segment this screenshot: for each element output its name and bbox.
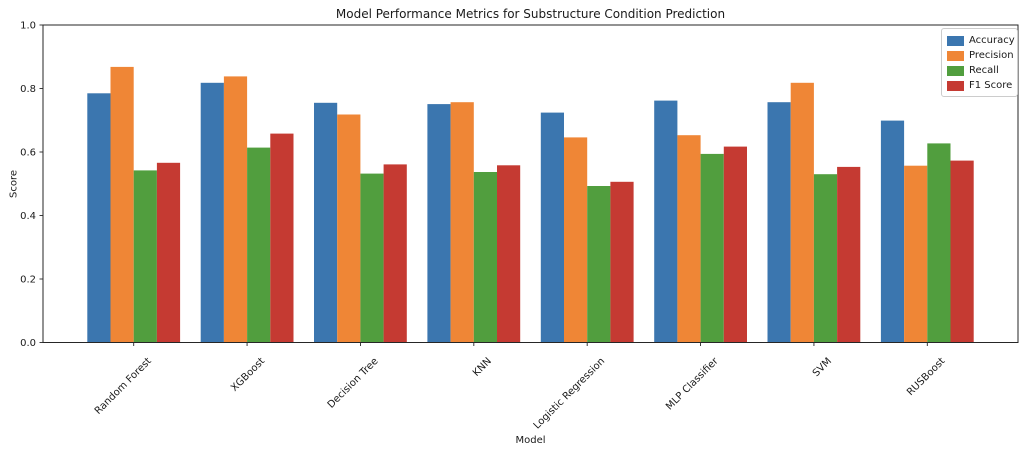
legend-label: F1 Score	[969, 80, 1013, 91]
bar-knn-f1-score	[497, 165, 521, 343]
bar-svm-accuracy	[767, 102, 791, 343]
bar-knn-recall	[473, 172, 497, 343]
y-tick-label: 1.0	[20, 21, 36, 32]
bar-knn-precision	[450, 102, 474, 343]
bar-random-forest-recall	[133, 170, 157, 343]
bar-rusboost-precision	[904, 165, 928, 343]
accuracy-swatch-icon	[947, 35, 964, 46]
bar-random-forest-accuracy	[87, 93, 111, 343]
legend-item-recall: Recall	[947, 63, 1011, 78]
x-tick-label-decision-tree: Decision Tree	[326, 356, 381, 411]
bar-logistic-regression-accuracy	[540, 112, 564, 343]
y-tick-label: 0.4	[20, 211, 36, 222]
bar-xgboost-precision	[223, 76, 248, 343]
legend: Accuracy Precision Recall F1 Score	[941, 28, 1018, 97]
legend-item-precision: Precision	[947, 48, 1014, 63]
bar-svm-recall	[813, 174, 838, 343]
bar-rusboost-recall	[927, 143, 951, 343]
bar-decision-tree-recall	[360, 173, 384, 343]
bar-knn-accuracy	[427, 104, 451, 343]
y-axis-label: Score	[8, 169, 20, 199]
bar-mlp-classifier-recall	[700, 153, 724, 343]
bar-mlp-classifier-f1-score	[723, 146, 747, 343]
bar-logistic-regression-recall	[587, 186, 611, 343]
bar-decision-tree-f1-score	[383, 164, 407, 343]
precision-swatch-icon	[947, 50, 964, 61]
bar-mlp-classifier-accuracy	[654, 100, 678, 343]
bar-svm-precision	[790, 82, 814, 343]
x-axis-label: Model	[515, 435, 546, 446]
x-tick-label-knn: KNN	[471, 356, 494, 379]
plot-border	[42, 24, 1019, 343]
bar-rusboost-f1-score	[950, 160, 974, 343]
legend-item-f1-score: F1 Score	[947, 78, 1013, 93]
y-tick-label: 0.8	[20, 84, 36, 95]
bar-decision-tree-precision	[337, 114, 361, 343]
y-tick-label: 0.2	[20, 275, 36, 286]
bar-decision-tree-accuracy	[314, 102, 338, 343]
chart-title: Model Performance Metrics for Substructu…	[335, 7, 726, 21]
x-tick-label-random-forest: Random Forest	[93, 356, 154, 417]
bar-logistic-regression-f1-score	[610, 181, 634, 343]
bar-random-forest-f1-score	[156, 162, 181, 343]
legend-label: Accuracy	[969, 35, 1015, 46]
y-tick-label: 0.0	[20, 338, 36, 349]
y-tick-label: 0.6	[20, 148, 36, 159]
bar-random-forest-precision	[110, 66, 134, 343]
legend-label: Recall	[969, 65, 999, 76]
bar-xgboost-f1-score	[270, 133, 294, 343]
legend-item-accuracy: Accuracy	[947, 33, 1015, 48]
recall-swatch-icon	[947, 65, 964, 76]
bar-xgboost-recall	[247, 147, 271, 343]
x-tick-label-logistic-regression: Logistic Regression	[532, 356, 608, 432]
bar-svm-f1-score	[837, 166, 861, 343]
x-tick-label-xgboost: XGBoost	[229, 356, 267, 394]
f1-score-swatch-icon	[947, 80, 964, 91]
bar-xgboost-accuracy	[200, 82, 224, 343]
bar-rusboost-accuracy	[880, 120, 905, 343]
x-tick-label-mlp-classifier: MLP Classifier	[664, 355, 721, 412]
legend-label: Precision	[969, 50, 1014, 61]
x-tick-label-svm: SVM	[811, 356, 834, 379]
bar-mlp-classifier-precision	[677, 135, 701, 343]
bar-logistic-regression-precision	[564, 137, 588, 343]
x-tick-label-rusboost: RUSBoost	[905, 356, 947, 398]
